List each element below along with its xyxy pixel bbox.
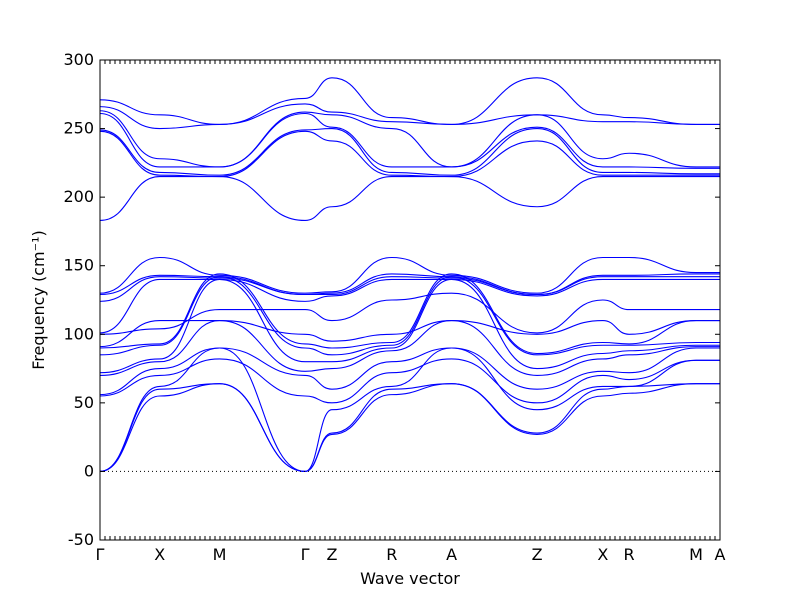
band-lines bbox=[99, 77, 720, 472]
x-tick-label: Γ bbox=[301, 545, 310, 564]
x-tick-label: Z bbox=[532, 545, 543, 564]
x-tick-label: Γ bbox=[96, 545, 105, 564]
band-line-22 bbox=[99, 77, 720, 126]
y-tick-label: 300 bbox=[63, 50, 94, 69]
x-tick-label: A bbox=[715, 545, 726, 564]
band-line-14 bbox=[99, 273, 720, 296]
band-line-18 bbox=[99, 128, 720, 176]
band-line-17 bbox=[99, 130, 720, 178]
y-tick-label: 200 bbox=[63, 187, 94, 206]
x-tick-label: M bbox=[689, 545, 703, 564]
x-tick-label: X bbox=[597, 545, 608, 564]
x-tick-label: Z bbox=[326, 545, 337, 564]
y-tick-label: 250 bbox=[63, 119, 94, 138]
band-line-11 bbox=[99, 292, 720, 335]
band-line-12 bbox=[99, 278, 720, 334]
x-tick-label: R bbox=[386, 545, 397, 564]
x-tick-label: M bbox=[213, 545, 227, 564]
band-line-7 bbox=[99, 278, 720, 374]
y-tick-label: 150 bbox=[63, 256, 94, 275]
y-tick-label: -50 bbox=[68, 530, 94, 549]
band-line-8 bbox=[99, 276, 720, 356]
band-line-6 bbox=[99, 320, 720, 376]
band-line-13 bbox=[99, 276, 720, 302]
band-line-15 bbox=[99, 256, 720, 294]
y-tick-label: 0 bbox=[84, 461, 94, 480]
band-line-3 bbox=[99, 347, 720, 472]
band-line-16 bbox=[99, 176, 720, 222]
band-line-20 bbox=[99, 110, 720, 168]
band-line-4 bbox=[99, 358, 720, 404]
band-line-10 bbox=[99, 320, 720, 348]
y-axis-label: Frequency (cm⁻¹) bbox=[29, 230, 48, 369]
y-tick-label: 100 bbox=[63, 324, 94, 343]
band-line-9 bbox=[99, 273, 720, 355]
band-line-2 bbox=[99, 383, 720, 472]
band-line-1 bbox=[99, 383, 720, 472]
band-line-5 bbox=[99, 347, 720, 396]
x-axis-label: Wave vector bbox=[360, 569, 460, 588]
y-tick-label: 50 bbox=[74, 393, 94, 412]
x-tick-label: R bbox=[624, 545, 635, 564]
band-line-21 bbox=[99, 103, 720, 130]
y-axis-ticks: -50 0 50 100 150 200 250 300 bbox=[63, 50, 720, 549]
x-tick-label: A bbox=[446, 545, 457, 564]
plot-frame bbox=[99, 59, 721, 541]
x-tick-label: X bbox=[154, 545, 165, 564]
